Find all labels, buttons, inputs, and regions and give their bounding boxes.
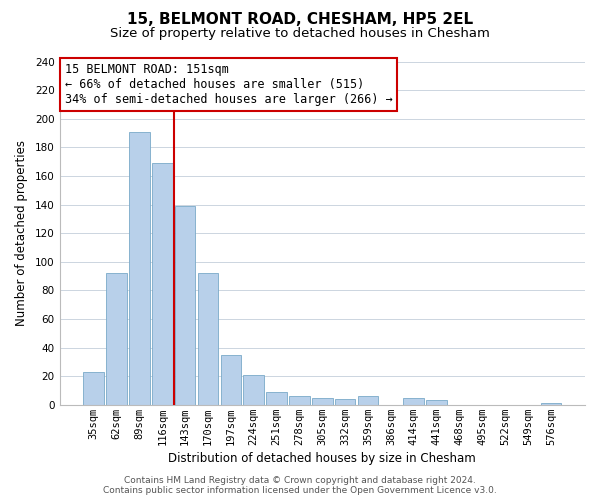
- Bar: [152, 163, 173, 405]
- Bar: [198, 273, 218, 405]
- Bar: [129, 132, 150, 405]
- Bar: [335, 399, 355, 405]
- Bar: [358, 396, 378, 405]
- Bar: [403, 398, 424, 405]
- Bar: [266, 392, 287, 405]
- Bar: [221, 354, 241, 405]
- X-axis label: Distribution of detached houses by size in Chesham: Distribution of detached houses by size …: [169, 452, 476, 465]
- Bar: [541, 404, 561, 405]
- Bar: [312, 398, 332, 405]
- Bar: [175, 206, 196, 405]
- Y-axis label: Number of detached properties: Number of detached properties: [15, 140, 28, 326]
- Text: 15, BELMONT ROAD, CHESHAM, HP5 2EL: 15, BELMONT ROAD, CHESHAM, HP5 2EL: [127, 12, 473, 28]
- Bar: [83, 372, 104, 405]
- Text: Size of property relative to detached houses in Chesham: Size of property relative to detached ho…: [110, 28, 490, 40]
- Bar: [244, 374, 264, 405]
- Bar: [289, 396, 310, 405]
- Bar: [426, 400, 447, 405]
- Text: 15 BELMONT ROAD: 151sqm
← 66% of detached houses are smaller (515)
34% of semi-d: 15 BELMONT ROAD: 151sqm ← 66% of detache…: [65, 63, 392, 106]
- Bar: [106, 273, 127, 405]
- Text: Contains HM Land Registry data © Crown copyright and database right 2024.
Contai: Contains HM Land Registry data © Crown c…: [103, 476, 497, 495]
